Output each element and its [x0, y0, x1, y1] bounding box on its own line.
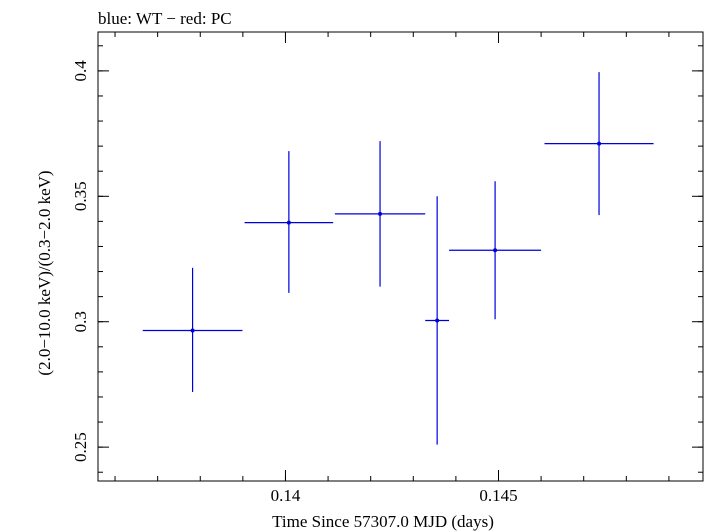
data-point-marker [435, 318, 440, 323]
plot-frame [97, 31, 704, 482]
y-tick-label: 0.25 [71, 432, 90, 462]
data-point-marker [190, 328, 195, 333]
y-tick-label: 0.35 [71, 181, 90, 211]
plot-border [97, 31, 704, 482]
chart-title: blue: WT − red: PC [98, 9, 232, 28]
data-point-marker [493, 248, 498, 253]
data-point [425, 196, 450, 445]
data-point [449, 181, 542, 320]
x-tick-label: 0.14 [271, 486, 301, 505]
data-point [544, 72, 654, 216]
data-point-marker [286, 220, 291, 225]
x-axis-label: Time Since 57307.0 MJD (days) [272, 512, 494, 531]
y-axis-label: (2.0−10.0 keV)/(0.3−2.0 keV) [35, 170, 54, 375]
data-point-marker [597, 141, 602, 146]
data-point [244, 151, 334, 293]
data-point [334, 141, 426, 287]
data-point [142, 267, 243, 392]
data-marks [142, 72, 654, 445]
axis-ticks [98, 32, 703, 481]
data-point-marker [378, 211, 383, 216]
y-tick-label: 0.4 [71, 60, 90, 82]
x-tick-label: 0.145 [479, 486, 517, 505]
axis-tick-labels: 0.14 0.145 0.25 0.3 0.35 0.4 [71, 60, 518, 505]
y-tick-label: 0.3 [71, 311, 90, 332]
